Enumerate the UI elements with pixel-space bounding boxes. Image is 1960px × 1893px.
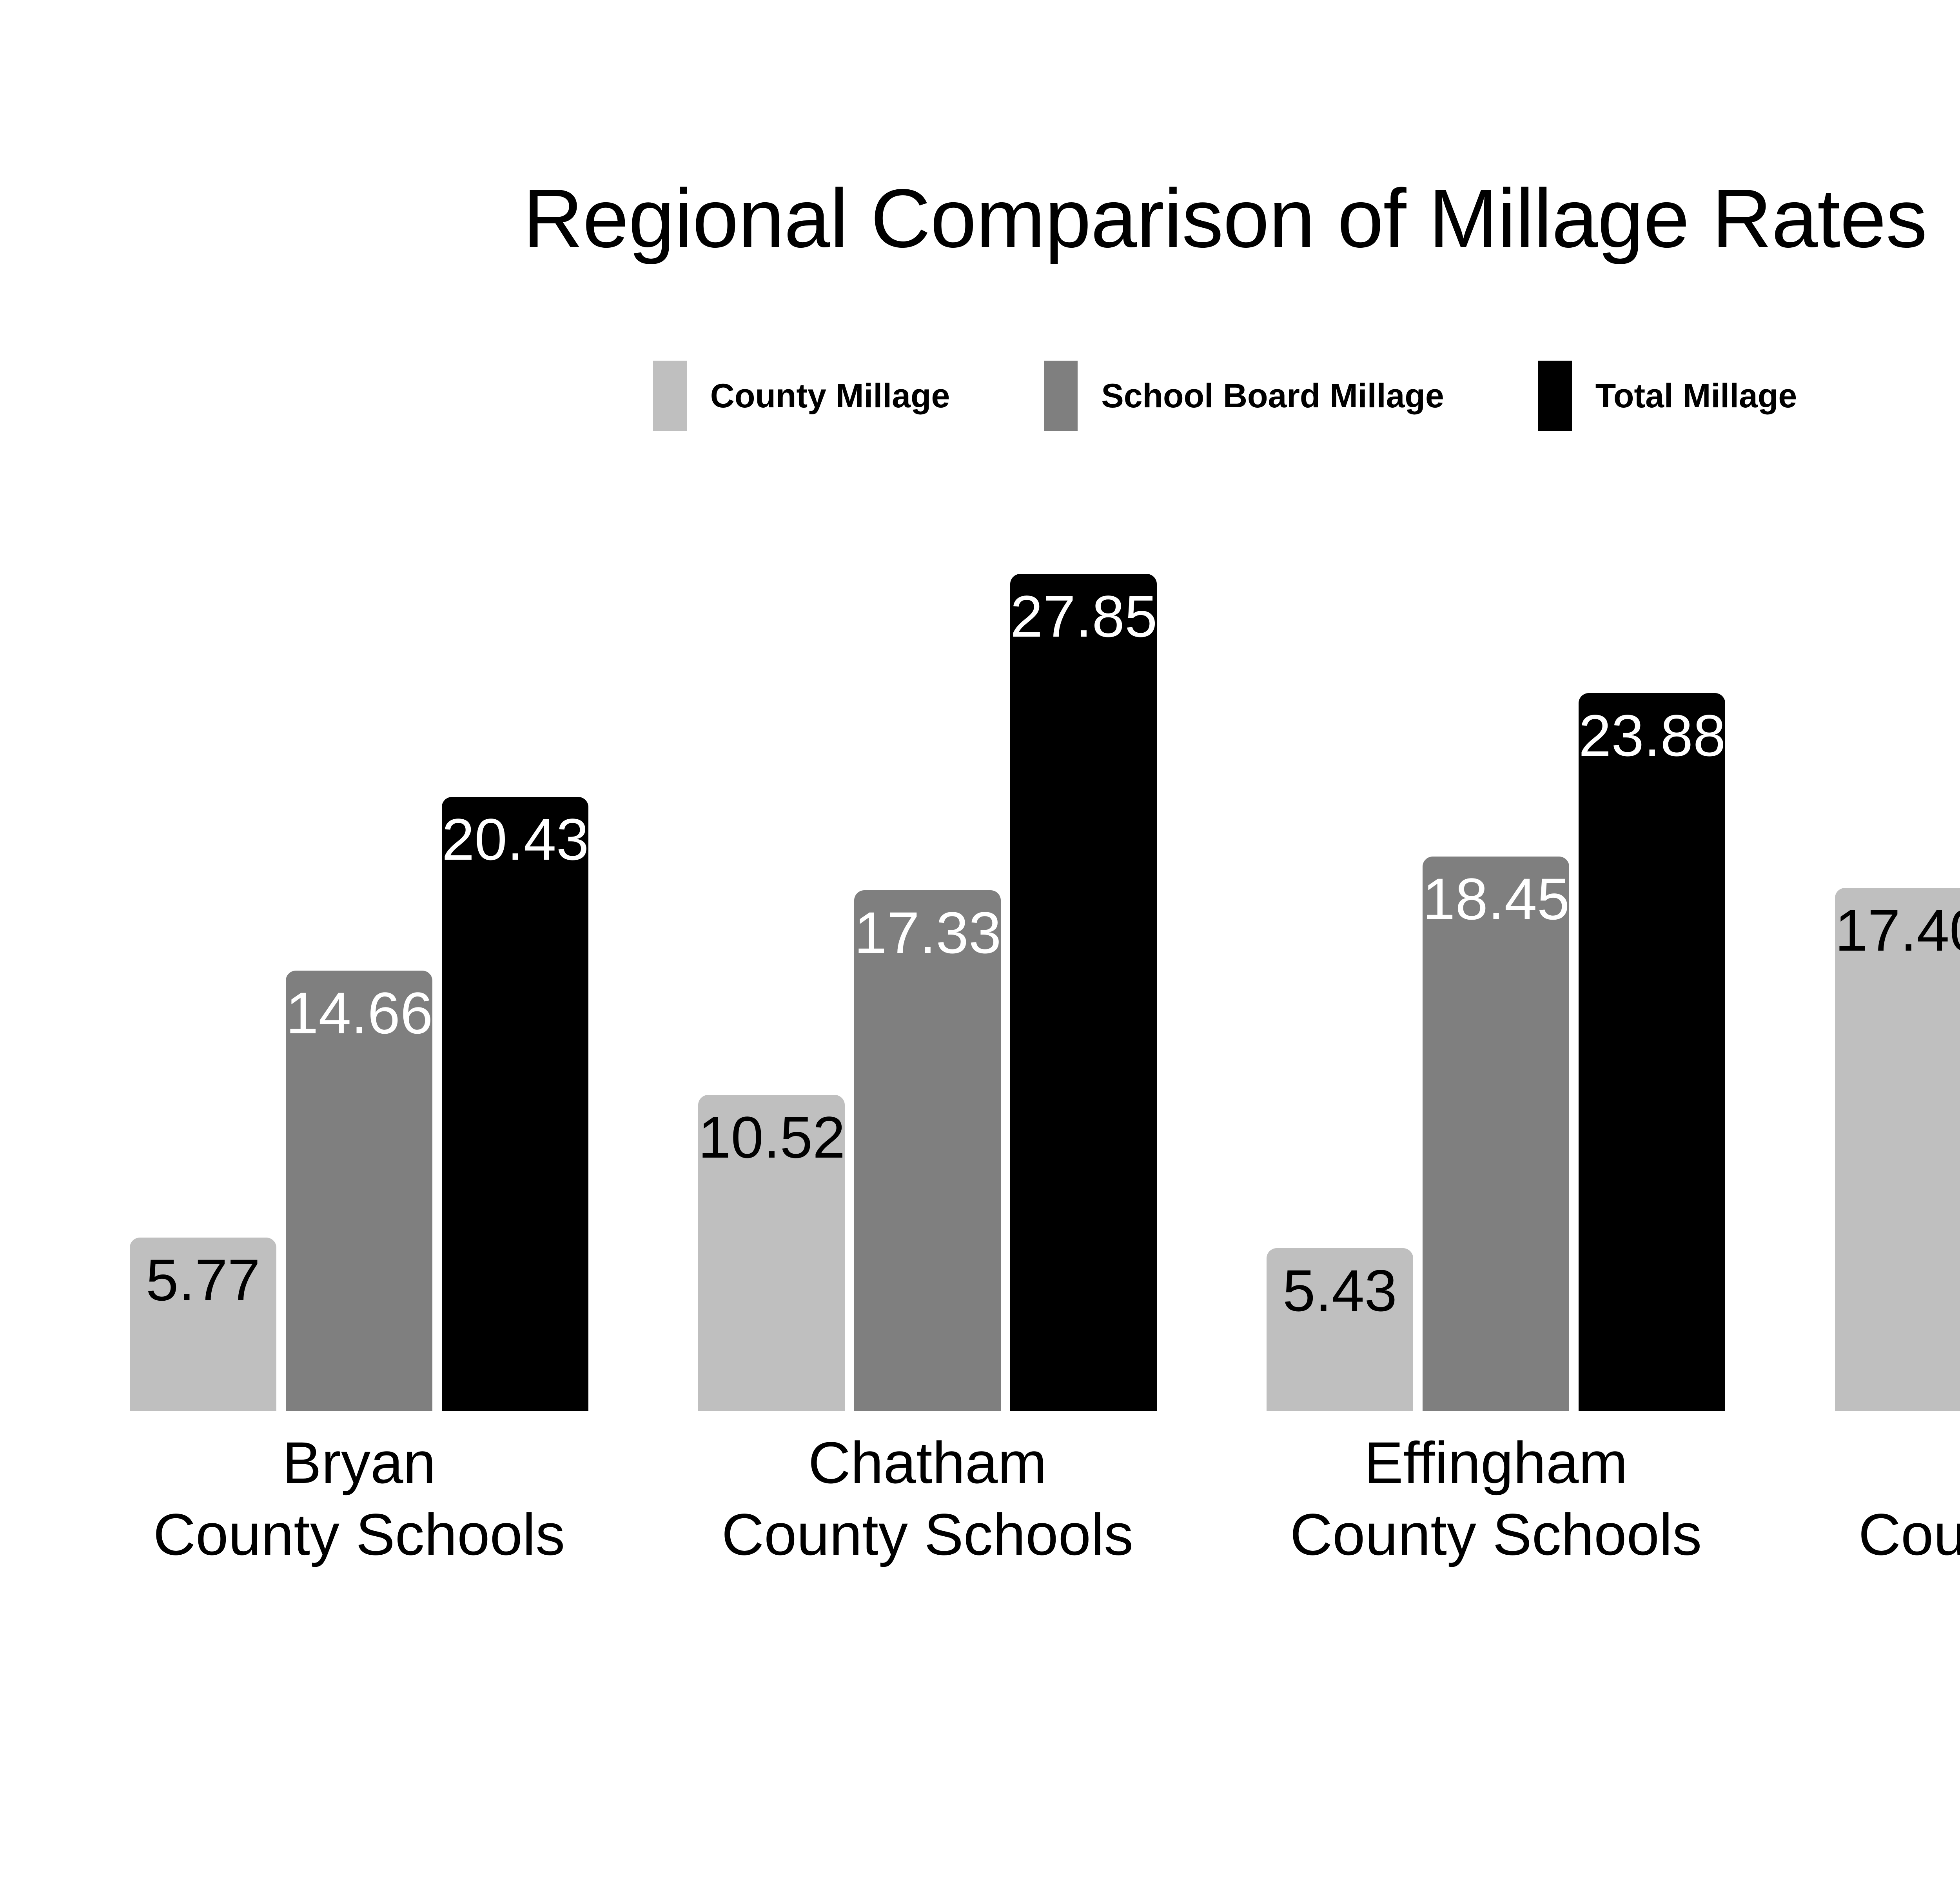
bar: 10.52	[698, 1095, 845, 1411]
legend-item-total-millage: Total Millage	[1538, 361, 1797, 431]
category-label-line: Chatham	[808, 1430, 1047, 1496]
category-label: Chatham County Schools	[628, 1427, 1227, 1570]
category-label: LibertyCounty Schools	[1764, 1427, 1960, 1570]
bar-value-label: 18.45	[1423, 866, 1569, 932]
bar-value-label: 5.77	[146, 1247, 260, 1313]
category-label-line: County Schools	[1858, 1501, 1960, 1567]
bar: 14.66	[286, 970, 432, 1411]
bar: 23.88	[1579, 693, 1725, 1411]
bar-value-label: 14.66	[286, 980, 432, 1046]
category-label: Effingham County Schools	[1196, 1427, 1796, 1570]
bar-value-label: 27.85	[1010, 583, 1157, 649]
legend-item-county-millage: County Millage	[653, 361, 950, 431]
legend-label-county-millage: County Millage	[710, 377, 950, 415]
category-label-line: County Schools	[721, 1501, 1134, 1567]
bar-value-label: 17.33	[854, 899, 1001, 966]
chart-title: Regional Comparison of Millage Rates	[523, 172, 1927, 265]
category-label-line: County Schools	[153, 1501, 565, 1567]
bar-value-label: 23.88	[1579, 702, 1725, 769]
bar: 20.43	[442, 797, 588, 1411]
bar: 17.33	[854, 890, 1001, 1411]
chart-legend: County Millage School Board Millage Tota…	[0, 361, 1960, 431]
category-label-line: Liberty	[1764, 1427, 1960, 1499]
legend-swatch-county-millage	[653, 361, 687, 431]
legend-label-school-board-millage: School Board Millage	[1101, 377, 1444, 415]
legend-label-total-millage: Total Millage	[1595, 377, 1797, 415]
bar: 5.77	[130, 1238, 276, 1411]
legend-swatch-school-board-millage	[1044, 361, 1078, 431]
bar-value-label: 17.40	[1835, 897, 1960, 964]
bar-value-label: 10.52	[698, 1104, 845, 1171]
bar: 18.45	[1423, 856, 1569, 1411]
legend-swatch-total-millage	[1538, 361, 1572, 431]
legend-item-school-board-millage: School Board Millage	[1044, 361, 1444, 431]
category-label-line: County Schools	[1290, 1501, 1702, 1567]
bar-value-label: 5.43	[1283, 1257, 1397, 1323]
bar-value-label: 20.43	[442, 806, 588, 873]
category-label-line: Bryan	[282, 1430, 436, 1496]
bar: 5.43	[1267, 1248, 1413, 1411]
bar: 17.40	[1835, 888, 1960, 1411]
category-label-line: Effingham	[1364, 1430, 1628, 1496]
category-label: Bryan County Schools	[59, 1427, 659, 1570]
bar: 27.85	[1010, 574, 1157, 1411]
